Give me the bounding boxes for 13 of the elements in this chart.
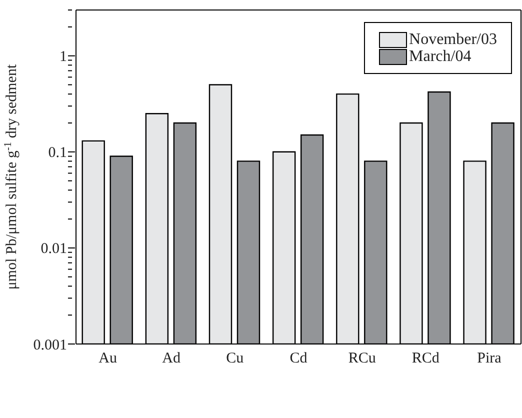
y-tick-label: 0.001 [33,337,67,354]
x-tick-label: Au [98,350,118,367]
legend-label: March/04 [409,48,472,65]
x-tick-label: Ad [162,350,182,367]
x-tick-label: RCd [412,350,440,367]
x-tick-label: Cu [226,350,244,367]
x-tick-label: RCu [348,350,376,367]
y-tick-label: 0.01 [40,241,67,258]
y-tick-label: 0.1 [48,145,67,162]
legend-label: November/03 [409,31,497,48]
x-tick-label: Cd [290,350,308,367]
x-tick-label: Pira [477,350,502,367]
y-tick-label: 1 [60,49,67,66]
